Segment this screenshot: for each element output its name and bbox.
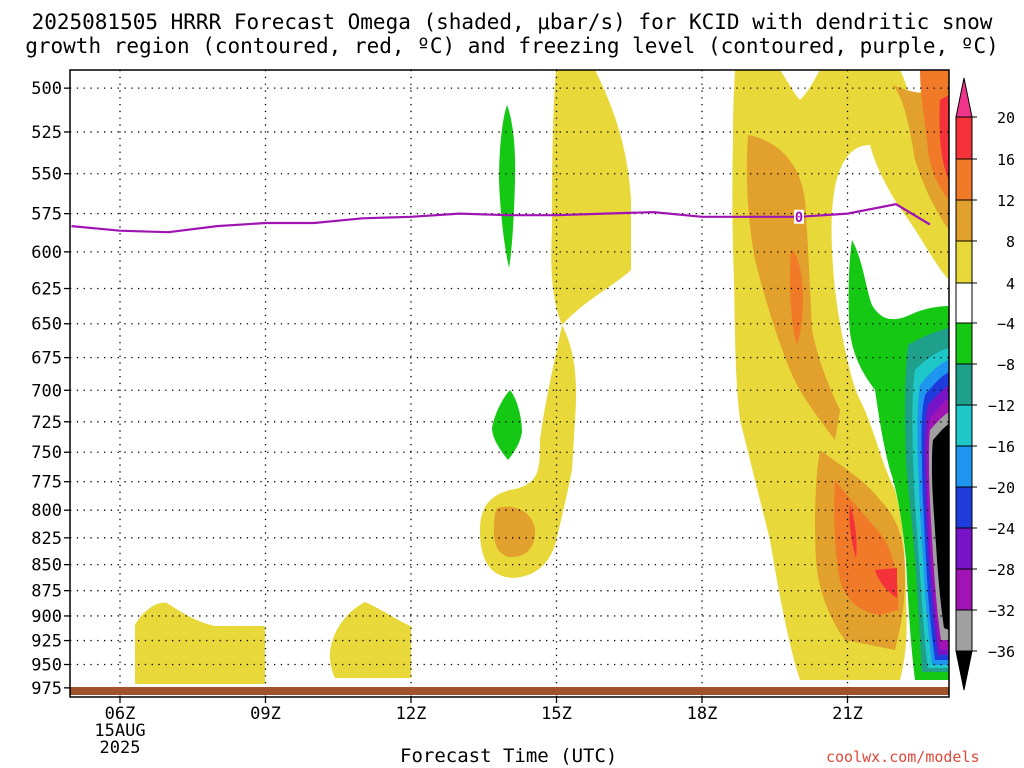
x-date-label: 2025 (100, 738, 141, 758)
omega-shade-red (939, 95, 949, 180)
colorbar: 20 16 12 8 4 −4 −8 −12 −16 −20 −24 −28 −32 −36 (955, 77, 1015, 691)
x-axis-label: Forecast Time (UTC) (400, 745, 618, 767)
colorbar-label: −16 (988, 438, 1015, 456)
colorbar-swatch (955, 282, 973, 324)
colorbar-swatch (955, 486, 973, 529)
x-tick-label: 09Z (250, 704, 281, 724)
omega-shade-red (849, 505, 857, 558)
colorbar-swatch (955, 240, 973, 284)
colorbar-label: −36 (988, 643, 1015, 661)
x-tick-label: 12Z (396, 704, 427, 724)
freezing-level-label-bg (794, 209, 804, 224)
y-tick-label: 875 (31, 582, 62, 602)
colorbar-swatch (955, 445, 973, 488)
grid-lines (70, 70, 949, 697)
colorbar-swatch (955, 322, 973, 365)
omega-shade-orange (790, 250, 803, 345)
colorbar-swatch (955, 158, 973, 201)
colorbar-swatch (955, 527, 973, 570)
omega-shade-yellow (480, 70, 631, 578)
colorbar-label: −12 (988, 397, 1015, 415)
colorbar-swatch (955, 609, 973, 652)
y-tick-label: 625 (31, 280, 62, 300)
chart-title-line2: growth region (contoured, red, ºC) and f… (25, 34, 999, 58)
colorbar-label: 16 (997, 151, 1015, 169)
pressure-axis: 500 525 550 575 600 625 650 675 700 725 750 775 800 8… (31, 79, 70, 699)
omega-shade-black (932, 424, 949, 630)
colorbar-label: −4 (997, 315, 1015, 333)
y-tick-label: 750 (31, 443, 62, 463)
colorbar-label: 20 (997, 109, 1015, 127)
plot-area: 0 (69, 69, 950, 698)
omega-shade-light-orange (493, 506, 536, 558)
freezing-level-label: 0 (795, 210, 803, 226)
colorbar-label: −24 (988, 520, 1015, 538)
y-tick-label: 925 (31, 632, 62, 652)
y-tick-label: 575 (31, 205, 62, 225)
colorbar-label: −8 (997, 356, 1015, 374)
y-tick-label: 525 (31, 123, 62, 143)
y-tick-label: 650 (31, 315, 62, 335)
colorbar-swatch (955, 199, 973, 242)
y-tick-label: 725 (31, 413, 62, 433)
y-tick-label: 850 (31, 556, 62, 576)
colorbar-label: 4 (1006, 275, 1015, 293)
colorbar-swatch (955, 116, 973, 160)
x-tick-label: 15Z (541, 704, 572, 724)
y-tick-label: 975 (31, 679, 62, 699)
colorbar-swatch (955, 404, 973, 447)
colorbar-label: 8 (1006, 233, 1015, 251)
chart-title-line1: 2025081505 HRRR Forecast Omega (shaded, … (31, 10, 993, 34)
x-tick-label: 18Z (687, 704, 718, 724)
colorbar-label: −32 (988, 602, 1015, 620)
y-tick-label: 600 (31, 243, 62, 263)
colorbar-swatch (955, 568, 973, 611)
x-tick-label: 21Z (832, 704, 863, 724)
y-tick-label: 550 (31, 165, 62, 185)
y-tick-label: 825 (31, 529, 62, 549)
y-tick-label: 700 (31, 381, 62, 401)
credit-link[interactable]: coolwx.com/models (826, 748, 980, 766)
shaded-omega-field (135, 70, 949, 684)
colorbar-label: −28 (988, 561, 1015, 579)
terrain-strip (70, 687, 949, 695)
colorbar-top-arrow (955, 77, 973, 118)
colorbar-bottom-arrow (955, 650, 973, 691)
plot-frame (69, 69, 950, 698)
y-tick-label: 500 (31, 79, 62, 99)
y-tick-label: 800 (31, 501, 62, 521)
y-tick-label: 675 (31, 349, 62, 369)
y-tick-label: 900 (31, 607, 62, 627)
colorbar-swatch (955, 363, 973, 406)
omega-shade-green (492, 390, 522, 460)
y-tick-label: 775 (31, 473, 62, 493)
omega-shade-red (875, 568, 897, 598)
y-tick-label: 950 (31, 656, 62, 676)
colorbar-label: 12 (997, 192, 1015, 210)
omega-shade-yellow (330, 602, 411, 678)
omega-shade-green (499, 105, 516, 268)
x-tick-label: 06Z (105, 704, 136, 724)
x-date-label: 15AUG (94, 721, 145, 741)
colorbar-label: −20 (988, 479, 1015, 497)
omega-shade-yellow (135, 602, 265, 684)
freezing-level-contour: 0 (71, 203, 931, 234)
